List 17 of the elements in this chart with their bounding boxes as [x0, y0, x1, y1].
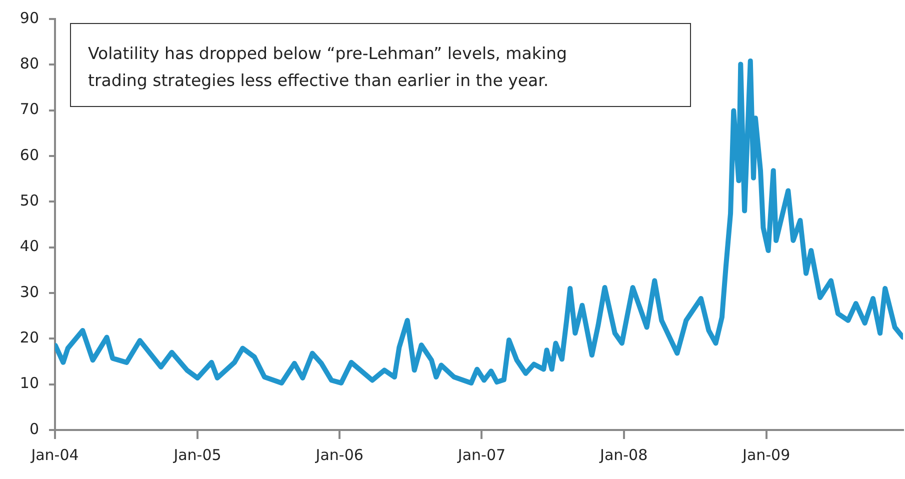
y-tick-label: 80 — [20, 54, 39, 73]
y-tick-label: 70 — [20, 100, 39, 118]
x-tick-label: Jan-07 — [456, 446, 506, 464]
y-tick-label: 10 — [20, 374, 39, 392]
y-tick-label: 40 — [20, 237, 39, 256]
text-box: Volatility has dropped below “pre-Lehman” levels, making trading strategies less effective than earlier in the year. — [70, 23, 691, 107]
x-tick-label: Jan-06 — [314, 446, 364, 464]
y-tick-label: 90 — [20, 8, 39, 27]
y-tick-label: 60 — [20, 146, 39, 164]
x-tick-label: Jan-09 — [742, 446, 790, 464]
x-tick-label: Jan-05 — [172, 446, 222, 464]
y-tick-label: 0 — [29, 420, 39, 438]
y-tick-label: 30 — [20, 282, 39, 301]
x-tick-label: Jan-04 — [30, 446, 79, 464]
y-tick-label: 50 — [20, 192, 39, 210]
x-tick-label: Jan-08 — [599, 446, 648, 464]
y-tick-label: 20 — [20, 328, 39, 347]
